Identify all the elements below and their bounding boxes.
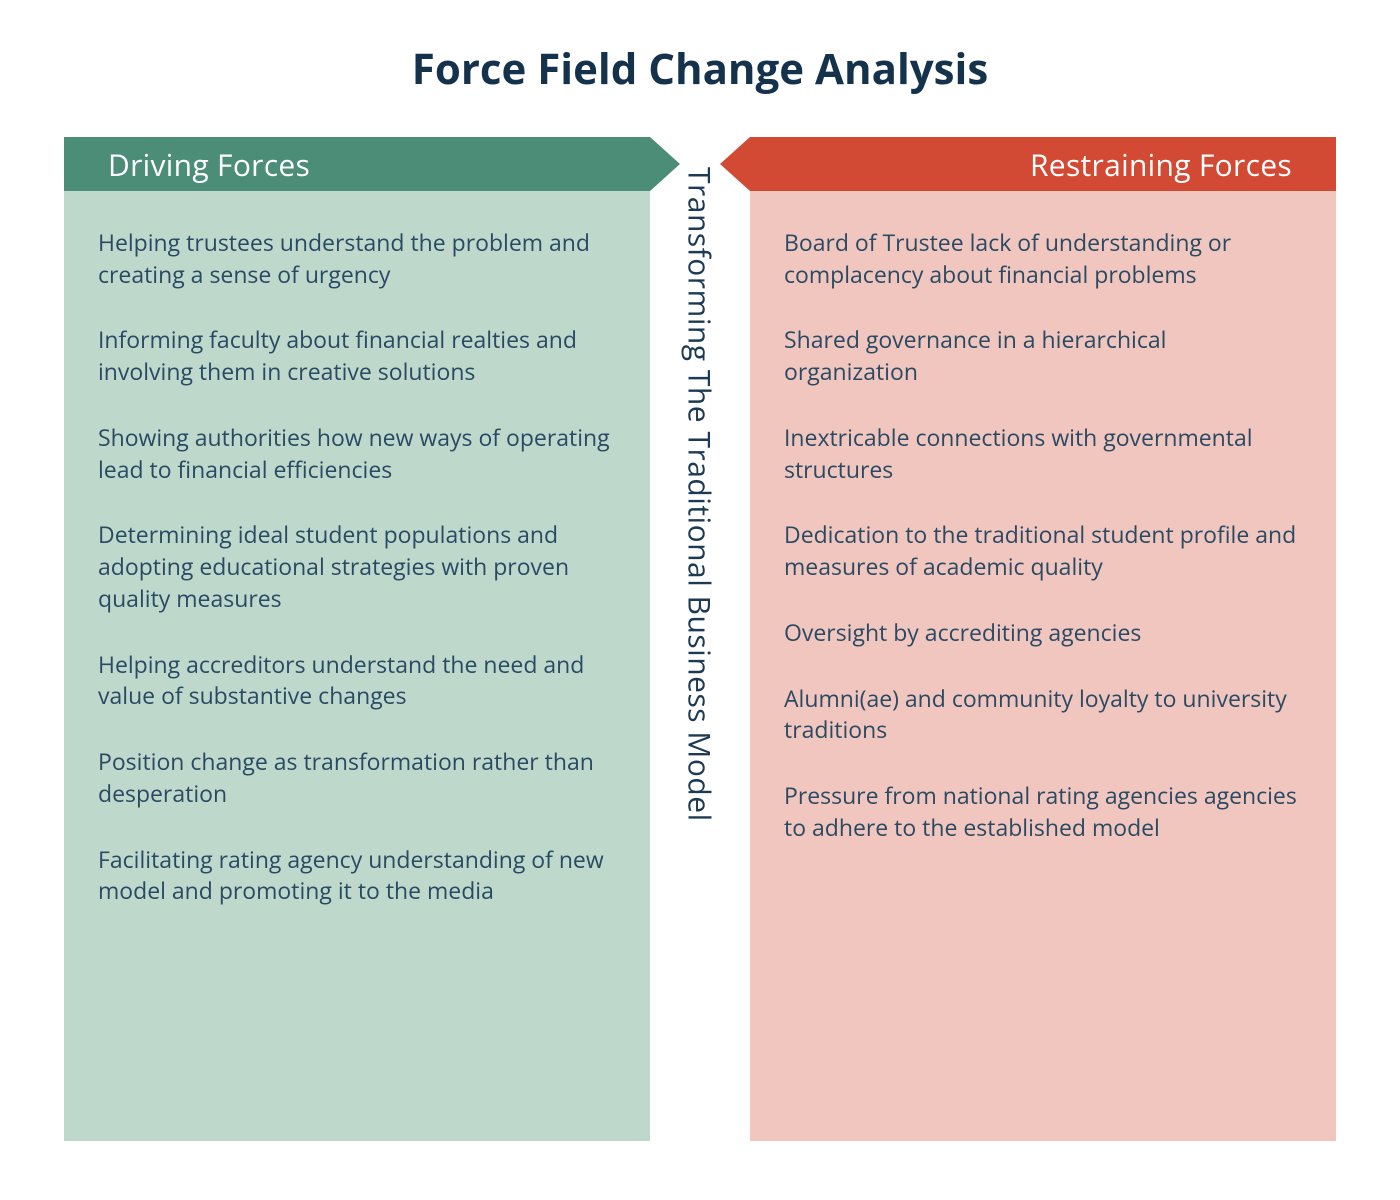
diagram-title: Force Field Change Analysis — [64, 40, 1336, 97]
driving-column: Driving Forces Helping trustees understa… — [64, 137, 650, 1141]
restraining-header-label: Restraining Forces — [1030, 144, 1292, 185]
restraining-item: Oversight by accrediting agencies — [784, 617, 1302, 649]
driving-item: Helping accreditors understand the need … — [98, 649, 616, 712]
driving-header: Driving Forces — [64, 137, 650, 191]
diagram-grid: Driving Forces Helping trustees understa… — [64, 137, 1336, 1141]
driving-item: Facilitating rating agency understanding… — [98, 844, 616, 907]
restraining-header: Restraining Forces — [750, 137, 1336, 191]
driving-item: Position change as transformation rather… — [98, 746, 616, 809]
center-vertical-label: Transforming The Traditional Business Mo… — [680, 167, 721, 822]
restraining-panel: Board of Trustee lack of understanding o… — [750, 191, 1336, 1141]
restraining-item: Shared governance in a hierarchical orga… — [784, 324, 1302, 387]
force-field-diagram: Force Field Change Analysis Driving Forc… — [0, 0, 1400, 1200]
restraining-item: Board of Trustee lack of understanding o… — [784, 227, 1302, 290]
center-column: Transforming The Traditional Business Mo… — [650, 137, 750, 1141]
driving-item: Showing authorities how new ways of oper… — [98, 422, 616, 485]
restraining-item: Dedication to the traditional student pr… — [784, 519, 1302, 582]
driving-header-label: Driving Forces — [108, 144, 310, 185]
restraining-item: Alumni(ae) and community loyalty to univ… — [784, 683, 1302, 746]
driving-item: Informing faculty about financial realti… — [98, 324, 616, 387]
driving-item: Determining ideal student populations an… — [98, 519, 616, 614]
restraining-item: Pressure from national rating agencies a… — [784, 780, 1302, 843]
restraining-item: Inextricable connections with government… — [784, 422, 1302, 485]
restraining-column: Restraining Forces Board of Trustee lack… — [750, 137, 1336, 1141]
driving-item: Helping trustees understand the problem … — [98, 227, 616, 290]
driving-panel: Helping trustees understand the problem … — [64, 191, 650, 1141]
